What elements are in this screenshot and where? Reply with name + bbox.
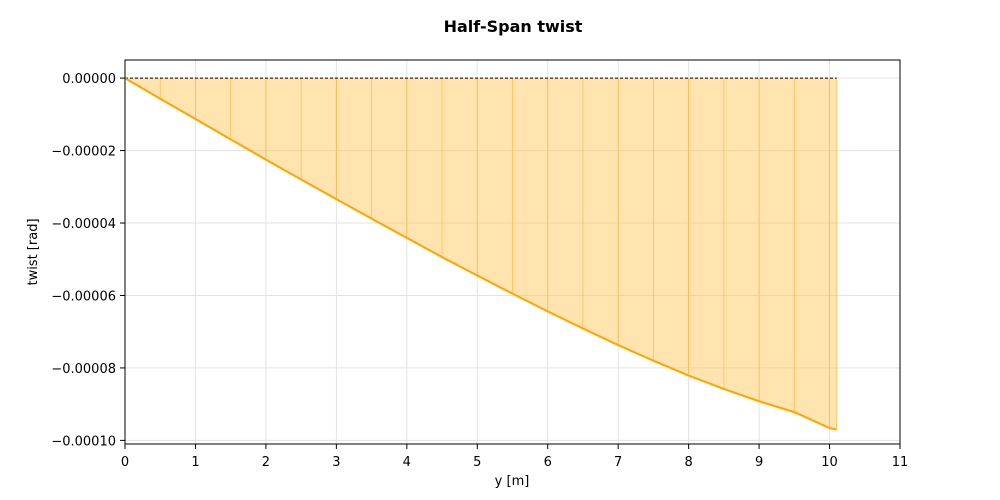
x-tick-label: 3 bbox=[332, 455, 340, 470]
x-tick-label: 1 bbox=[191, 455, 199, 470]
twist-fill bbox=[125, 78, 837, 430]
x-axis-ticks: 0 1 2 3 4 5 6 7 8 9 10 11 bbox=[121, 444, 908, 470]
x-tick-label: 9 bbox=[755, 455, 763, 470]
twist-curve bbox=[124, 77, 837, 431]
plot-frame bbox=[124, 59, 901, 445]
x-tick-label: 11 bbox=[892, 455, 909, 470]
twist-series bbox=[124, 77, 837, 431]
chart-title: Half-Span twist bbox=[444, 17, 583, 36]
x-tick-label: 5 bbox=[473, 455, 481, 470]
y-tick-label: −0.00008 bbox=[51, 362, 116, 377]
y-tick-label: −0.00006 bbox=[51, 289, 116, 304]
x-tick-label: 7 bbox=[614, 455, 622, 470]
x-tick-label: 2 bbox=[262, 455, 270, 470]
y-tick-label: −0.00004 bbox=[51, 217, 116, 232]
y-tick-label: −0.00002 bbox=[51, 145, 116, 160]
x-tick-label: 6 bbox=[544, 455, 552, 470]
x-tick-label: 8 bbox=[684, 455, 692, 470]
twist-area bbox=[125, 78, 837, 430]
x-axis-label: y [m] bbox=[495, 474, 530, 489]
x-tick-label: 10 bbox=[821, 455, 838, 470]
y-tick-label: 0.00000 bbox=[62, 72, 116, 87]
y-tick-label: −0.00010 bbox=[51, 434, 116, 449]
y-axis-ticks: 0.00000 −0.00002 −0.00004 −0.00006 −0.00008 −… bbox=[51, 72, 125, 449]
x-tick-label: 0 bbox=[121, 455, 129, 470]
y-axis-label: twist [rad] bbox=[26, 218, 41, 285]
x-tick-label: 4 bbox=[403, 455, 411, 470]
